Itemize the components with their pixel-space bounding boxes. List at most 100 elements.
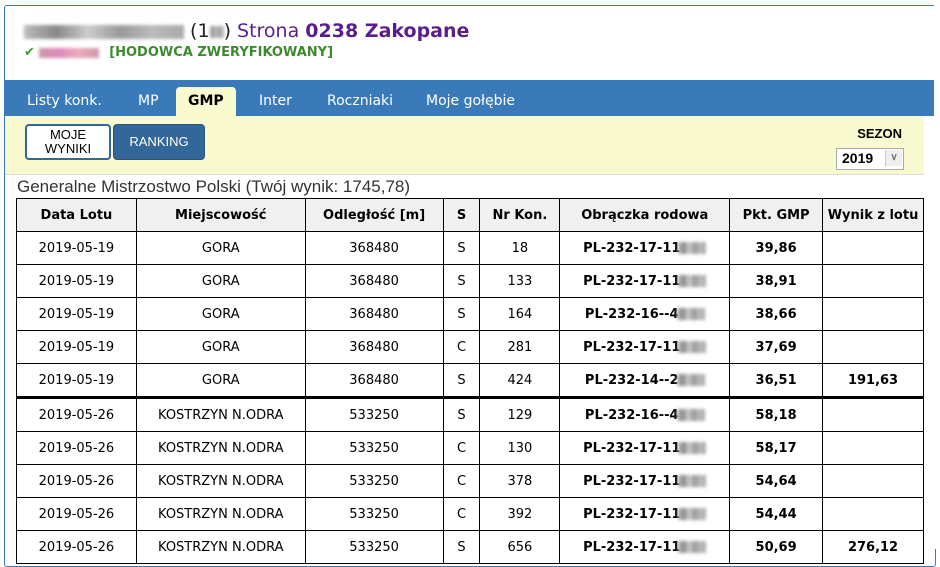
table-cell: GORA bbox=[135, 330, 306, 364]
tab-bar: Listy konk. MP GMP Inter Roczniaki Moje … bbox=[5, 80, 934, 116]
table-cell: 2019-05-26 bbox=[16, 464, 137, 498]
table-cell: PL-232-14--2 bbox=[559, 363, 731, 399]
table-cell: 2019-05-26 bbox=[16, 497, 137, 531]
ring-redacted bbox=[678, 242, 707, 254]
tab-moje-golebie[interactable]: Moje gołębie bbox=[426, 93, 516, 109]
table-cell: 533250 bbox=[304, 464, 444, 498]
table-cell: PL-232-17-11 bbox=[559, 497, 731, 531]
table-cell: 424 bbox=[479, 363, 561, 399]
table-row: 2019-05-26 KOSTRZYN N.ODRA 533250 C 392 PL-23… bbox=[16, 497, 924, 531]
season-select[interactable]: 2019 ∨ bbox=[836, 148, 904, 170]
table-cell: 37,69 bbox=[729, 330, 824, 364]
results-table: Data Lotu Miejscowość Odległość [m] S Nr Kon… bbox=[16, 198, 924, 564]
table-cell: C bbox=[442, 431, 481, 465]
table-cell: 533250 bbox=[304, 431, 444, 465]
table-cell bbox=[822, 264, 924, 298]
table-cell: 39,86 bbox=[729, 231, 824, 265]
my-results-button[interactable]: MOJE WYNIKI bbox=[25, 124, 111, 160]
table-cell: GORA bbox=[135, 363, 306, 399]
ring-redacted bbox=[678, 442, 707, 454]
table-cell: 368480 bbox=[304, 231, 444, 265]
table-row: 2019-05-19 GORA 368480 S 18 PL-232-17-11 39,86 bbox=[16, 231, 924, 265]
table-cell: 368480 bbox=[304, 363, 444, 399]
table-cell: 368480 bbox=[304, 264, 444, 298]
table-cell bbox=[822, 397, 924, 432]
table-row: 2019-05-26 KOSTRZYN N.ODRA 533250 S 656 PL-23… bbox=[16, 530, 924, 564]
ring-redacted bbox=[678, 341, 707, 353]
page-title: Generalne Mistrzostwo Polski (Twój wynik… bbox=[17, 177, 411, 196]
table-cell: 368480 bbox=[304, 297, 444, 331]
scrollbar[interactable] bbox=[934, 0, 940, 549]
ranking-button[interactable]: RANKING bbox=[113, 124, 205, 160]
check-icon: ✔ bbox=[24, 45, 35, 60]
table-cell: GORA bbox=[135, 297, 306, 331]
season-label: SEZON bbox=[857, 126, 902, 141]
column-header: Odległość [m] bbox=[304, 198, 444, 232]
strona-label: Strona bbox=[237, 20, 300, 42]
table-cell: C bbox=[442, 330, 481, 364]
ring-redacted bbox=[678, 541, 707, 553]
table-cell: 2019-05-26 bbox=[16, 397, 137, 432]
table-cell: C bbox=[442, 497, 481, 531]
ring-number: PL-232-17-11 bbox=[583, 273, 681, 289]
table-cell: 2019-05-19 bbox=[16, 264, 137, 298]
table-row: 2019-05-19 GORA 368480 S 424 PL-232-14--2 36,5… bbox=[16, 363, 924, 399]
table-cell: 533250 bbox=[304, 497, 444, 531]
table-cell: KOSTRZYN N.ODRA bbox=[135, 464, 306, 498]
table-cell: S bbox=[442, 363, 481, 399]
column-header: S bbox=[442, 198, 481, 232]
table-cell: 129 bbox=[479, 397, 561, 432]
table-cell: 191,63 bbox=[822, 363, 924, 399]
ring-redacted bbox=[676, 374, 705, 386]
ring-number: PL-232-14--2 bbox=[584, 372, 679, 388]
table-cell: 36,51 bbox=[729, 363, 824, 399]
tab-roczniaki[interactable]: Roczniaki bbox=[327, 93, 394, 109]
verified-badge: [HODOWCA ZWERYFIKOWANY] bbox=[109, 45, 334, 60]
id-redacted bbox=[209, 25, 224, 38]
table-cell: 2019-05-26 bbox=[16, 530, 137, 564]
filter-panel: MOJE WYNIKI RANKING SEZON 2019 ∨ bbox=[5, 116, 924, 175]
table-cell: S bbox=[442, 530, 481, 564]
table-row: 2019-05-26 KOSTRZYN N.ODRA 533250 C 130 PL-23… bbox=[16, 431, 924, 465]
table-cell: PL-232-16--4 bbox=[559, 297, 731, 331]
table-cell: 533250 bbox=[304, 397, 444, 432]
table-row: 2019-05-26 KOSTRZYN N.ODRA 533250 C 378 PL-23… bbox=[16, 464, 924, 498]
ring-number: PL-232-17-11 bbox=[583, 473, 681, 489]
table-cell: 50,69 bbox=[729, 530, 824, 564]
table-row: 2019-05-19 GORA 368480 S 164 PL-232-16--4 38,6… bbox=[16, 297, 924, 331]
table-cell: S bbox=[442, 231, 481, 265]
table-cell bbox=[822, 497, 924, 531]
table-cell: PL-232-17-11 bbox=[559, 264, 731, 298]
table-cell bbox=[822, 231, 924, 265]
table-row: 2019-05-26 KOSTRZYN N.ODRA 533250 S 129 PL-23… bbox=[16, 397, 924, 432]
table-cell bbox=[822, 464, 924, 498]
column-header: Pkt. GMP bbox=[729, 198, 824, 232]
tab-gmp[interactable]: GMP bbox=[176, 87, 236, 116]
table-header-row: Data Lotu Miejscowość Odległość [m] S Nr Kon… bbox=[16, 198, 924, 232]
table-cell: 133 bbox=[479, 264, 561, 298]
table-cell: 54,64 bbox=[729, 464, 824, 498]
tab-listy-konk[interactable]: Listy konk. bbox=[27, 93, 102, 109]
tab-mp[interactable]: MP bbox=[138, 93, 159, 109]
column-header: Wynik z lotu bbox=[822, 198, 924, 232]
breeder-id: (1 bbox=[190, 20, 210, 42]
section-name: 0238 Zakopane bbox=[305, 20, 470, 42]
table-cell: 368480 bbox=[304, 330, 444, 364]
ring-redacted bbox=[676, 409, 705, 421]
season-value: 2019 bbox=[842, 150, 874, 166]
redacted-text bbox=[39, 47, 100, 58]
table-cell: S bbox=[442, 297, 481, 331]
table-cell: KOSTRZYN N.ODRA bbox=[135, 530, 306, 564]
chevron-down-icon: ∨ bbox=[885, 150, 902, 166]
table-cell: 378 bbox=[479, 464, 561, 498]
table-cell: 281 bbox=[479, 330, 561, 364]
table-cell: 18 bbox=[479, 231, 561, 265]
ring-number: PL-232-17-11 bbox=[583, 240, 681, 256]
tab-inter[interactable]: Inter bbox=[259, 93, 292, 109]
breeder-name-redacted bbox=[24, 24, 184, 39]
table-cell: GORA bbox=[135, 231, 306, 265]
column-header: Miejscowość bbox=[135, 198, 306, 232]
table-cell: C bbox=[442, 464, 481, 498]
table-cell: 130 bbox=[479, 431, 561, 465]
table-cell: KOSTRZYN N.ODRA bbox=[135, 497, 306, 531]
